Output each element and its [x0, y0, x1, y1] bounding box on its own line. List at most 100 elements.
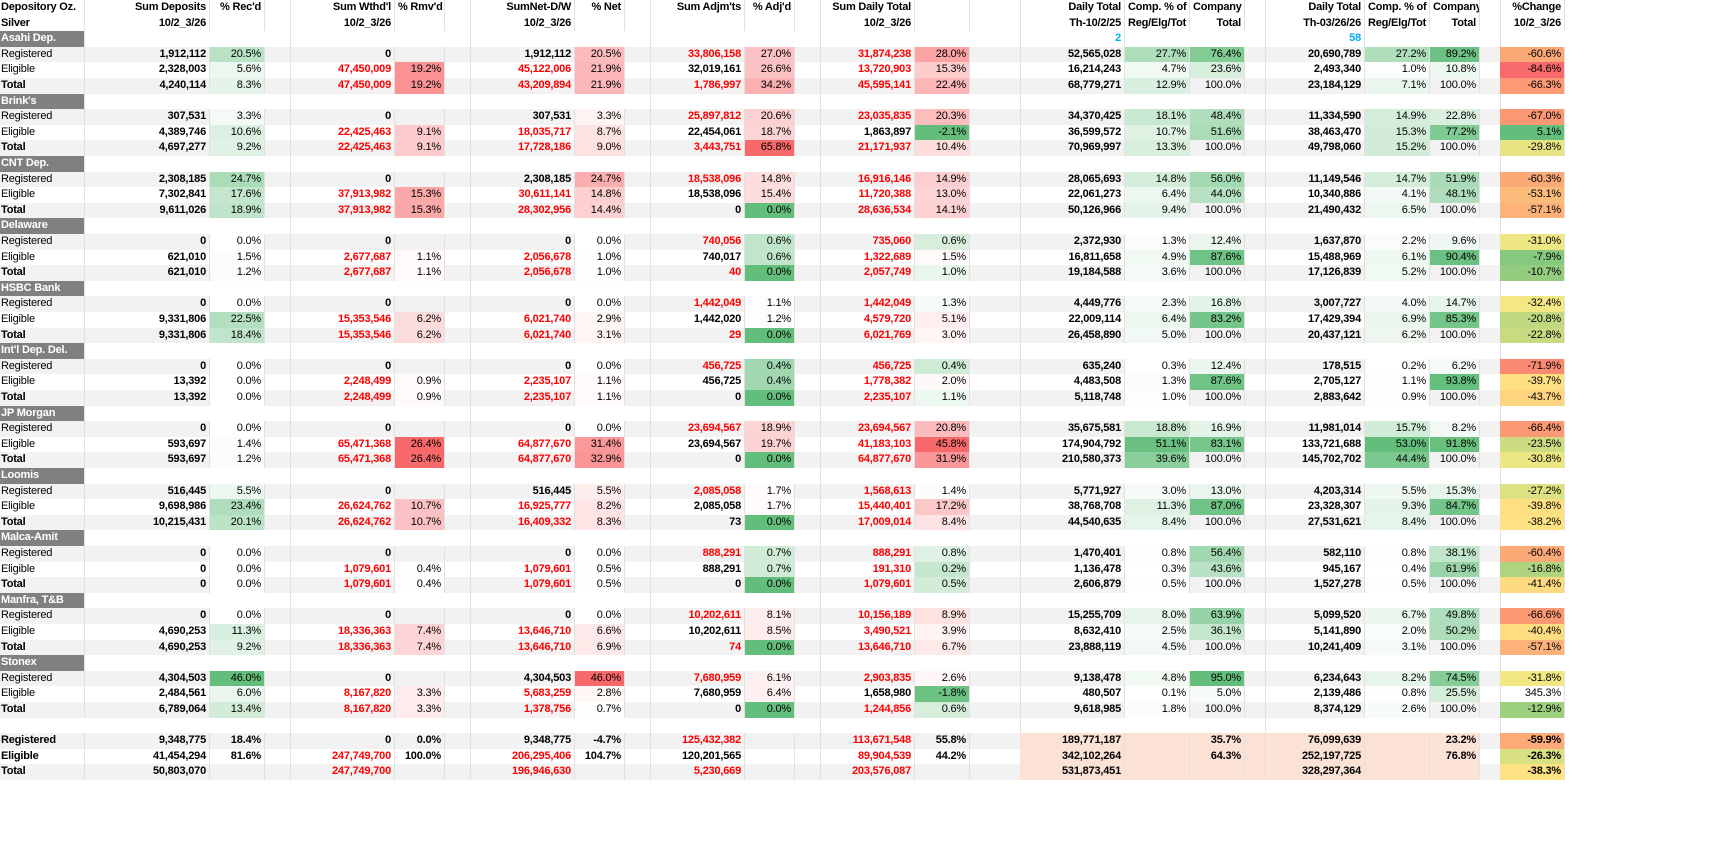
- cell-pct-adjusted[interactable]: 0.0%: [745, 327, 795, 344]
- cell-pct-adjusted[interactable]: 0.4%: [745, 374, 795, 390]
- header-sum-deposits[interactable]: 10/2_3/26: [85, 15, 210, 32]
- cell-comp-pct-oct[interactable]: 6.4%: [1125, 312, 1190, 328]
- cell-daily-total-oct[interactable]: 480,507: [1020, 686, 1125, 702]
- cell-daily-total-oct[interactable]: 174,904,792: [1020, 436, 1125, 453]
- cell-pct-recd[interactable]: 0.0%: [210, 577, 265, 593]
- cell-daily-total-mar[interactable]: 27,531,621: [1265, 514, 1365, 531]
- cell-sum-withdrawals[interactable]: 15,353,546: [290, 327, 395, 344]
- row-label[interactable]: Total: [0, 514, 85, 531]
- cell-pct-daily[interactable]: 44.2%: [915, 748, 970, 765]
- cell-comp-pct-oct[interactable]: 0.5%: [1125, 577, 1190, 593]
- cell-sum-deposits[interactable]: 593,697: [85, 436, 210, 453]
- header-label[interactable]: Depository Oz.: [0, 0, 85, 16]
- cell-pct-removed[interactable]: [395, 670, 445, 687]
- cell-pct-change[interactable]: -39.7%: [1500, 374, 1565, 390]
- cell-pct-net[interactable]: 0.0%: [575, 234, 625, 250]
- row-label[interactable]: Registered: [0, 296, 85, 312]
- cell-sum-withdrawals[interactable]: 0: [290, 421, 395, 437]
- cell-daily-total-oct[interactable]: 35,675,581: [1020, 421, 1125, 437]
- cell-daily-total-mar[interactable]: 3,007,727: [1265, 296, 1365, 312]
- header-pct-change[interactable]: 10/2_3/26: [1500, 15, 1565, 32]
- cell-sum-net[interactable]: 16,925,777: [470, 499, 575, 515]
- row-label[interactable]: Eligible: [0, 249, 85, 266]
- row-label[interactable]: Eligible: [0, 374, 85, 390]
- cell-pct-recd[interactable]: 6.0%: [210, 686, 265, 702]
- cell-pct-daily[interactable]: 20.8%: [915, 421, 970, 437]
- cell-sum-adjustments[interactable]: 18,538,096: [650, 171, 745, 188]
- cell-pct-adjusted[interactable]: 26.6%: [745, 62, 795, 78]
- cell-pct-daily[interactable]: 14.9%: [915, 171, 970, 188]
- cell-pct-net[interactable]: 1.1%: [575, 390, 625, 406]
- cell-pct-net[interactable]: 1.0%: [575, 265, 625, 281]
- cell-daily-total-mar[interactable]: 5,099,520: [1265, 608, 1365, 624]
- cell-pct-daily[interactable]: 1.4%: [915, 483, 970, 500]
- cell-pct-removed[interactable]: 0.0%: [395, 733, 445, 749]
- row-label[interactable]: Eligible: [0, 124, 85, 141]
- cell-sum-net[interactable]: 0: [470, 234, 575, 250]
- row-label[interactable]: Eligible: [0, 748, 85, 765]
- cell-sum-deposits[interactable]: 4,690,253: [85, 639, 210, 656]
- cell-pct-adjusted[interactable]: 8.1%: [745, 608, 795, 624]
- cell-company-total-mar[interactable]: 76.8%: [1430, 748, 1480, 765]
- cell-pct-removed[interactable]: [395, 483, 445, 500]
- cell-sum-adjustments[interactable]: 29: [650, 327, 745, 344]
- cell-pct-net[interactable]: 0.0%: [575, 358, 625, 375]
- cell-company-total-mar[interactable]: 14.7%: [1430, 296, 1480, 312]
- cell-pct-net[interactable]: 24.7%: [575, 171, 625, 188]
- cell-sum-deposits[interactable]: 0: [85, 296, 210, 312]
- cell-pct-net[interactable]: 0.5%: [575, 577, 625, 593]
- cell-sum-daily-total[interactable]: 13,720,903: [820, 62, 915, 78]
- depository-name[interactable]: Brink's: [0, 93, 85, 110]
- cell-company-total-oct[interactable]: 12.4%: [1190, 358, 1245, 375]
- cell-company-total-mar[interactable]: 100.0%: [1430, 265, 1480, 281]
- row-label[interactable]: Total: [0, 202, 85, 219]
- cell-pct-adjusted[interactable]: 0.0%: [745, 514, 795, 531]
- cell-pct-daily[interactable]: 0.8%: [915, 546, 970, 562]
- cell-sum-adjustments[interactable]: 73: [650, 514, 745, 531]
- cell-sum-net[interactable]: 28,302,956: [470, 202, 575, 219]
- cell-sum-net[interactable]: 1,912,112: [470, 46, 575, 63]
- cell-pct-daily[interactable]: 1.0%: [915, 265, 970, 281]
- cell-sum-withdrawals[interactable]: 0: [290, 234, 395, 250]
- cell-company-total-oct[interactable]: [1190, 764, 1245, 780]
- header-sum-withdrawals[interactable]: Sum Wthd'l: [290, 0, 395, 16]
- cell-daily-total-mar[interactable]: 2,493,340: [1265, 62, 1365, 78]
- cell-pct-net[interactable]: 0.5%: [575, 561, 625, 578]
- cell-pct-removed[interactable]: 0.9%: [395, 390, 445, 406]
- cell-daily-total-oct[interactable]: 16,811,658: [1020, 249, 1125, 266]
- header-sum-withdrawals[interactable]: 10/2_3/26: [290, 15, 395, 32]
- cell-comp-pct-mar[interactable]: 8.2%: [1365, 670, 1430, 687]
- cell-pct-recd[interactable]: 46.0%: [210, 670, 265, 687]
- cell-pct-removed[interactable]: [395, 171, 445, 188]
- cell-comp-pct-mar[interactable]: 6.5%: [1365, 202, 1430, 219]
- cell-daily-total-oct[interactable]: 68,779,271: [1020, 78, 1125, 94]
- cell-pct-removed[interactable]: 7.4%: [395, 624, 445, 640]
- cell-company-total-oct[interactable]: 87.6%: [1190, 249, 1245, 266]
- cell-sum-withdrawals[interactable]: 0: [290, 171, 395, 188]
- cell-sum-adjustments[interactable]: 1,442,020: [650, 312, 745, 328]
- cell-pct-daily[interactable]: [915, 764, 970, 780]
- cell-comp-pct-oct[interactable]: 0.1%: [1125, 686, 1190, 702]
- cell-pct-adjusted[interactable]: 0.0%: [745, 702, 795, 718]
- cell-sum-net[interactable]: 206,295,406: [470, 748, 575, 765]
- cell-pct-removed[interactable]: [395, 546, 445, 562]
- cell-daily-total-mar[interactable]: 582,110: [1265, 546, 1365, 562]
- cell-comp-pct-mar[interactable]: 2.6%: [1365, 702, 1430, 718]
- cell-pct-daily[interactable]: 45.8%: [915, 436, 970, 453]
- cell-sum-daily-total[interactable]: 735,060: [820, 234, 915, 250]
- cell-pct-recd[interactable]: 0.0%: [210, 374, 265, 390]
- cell-sum-net[interactable]: 1,378,756: [470, 702, 575, 718]
- cell-sum-adjustments[interactable]: 1,442,049: [650, 296, 745, 312]
- row-label[interactable]: Total: [0, 452, 85, 468]
- cell-daily-total-mar[interactable]: 178,515: [1265, 358, 1365, 375]
- cell-daily-total-mar[interactable]: 2,139,486: [1265, 686, 1365, 702]
- cell-sum-daily-total[interactable]: 28,636,534: [820, 202, 915, 219]
- cell-company-total-mar[interactable]: 25.5%: [1430, 686, 1480, 702]
- cell-comp-pct-oct[interactable]: 4.9%: [1125, 249, 1190, 266]
- cell-pct-change[interactable]: -57.1%: [1500, 202, 1565, 219]
- cell-comp-pct-mar[interactable]: 4.0%: [1365, 296, 1430, 312]
- cell-sum-adjustments[interactable]: 740,017: [650, 249, 745, 266]
- cell-sum-adjustments[interactable]: 33,806,158: [650, 46, 745, 63]
- cell-daily-total-oct[interactable]: 210,580,373: [1020, 452, 1125, 468]
- cell-daily-total-oct[interactable]: 342,102,264: [1020, 748, 1125, 765]
